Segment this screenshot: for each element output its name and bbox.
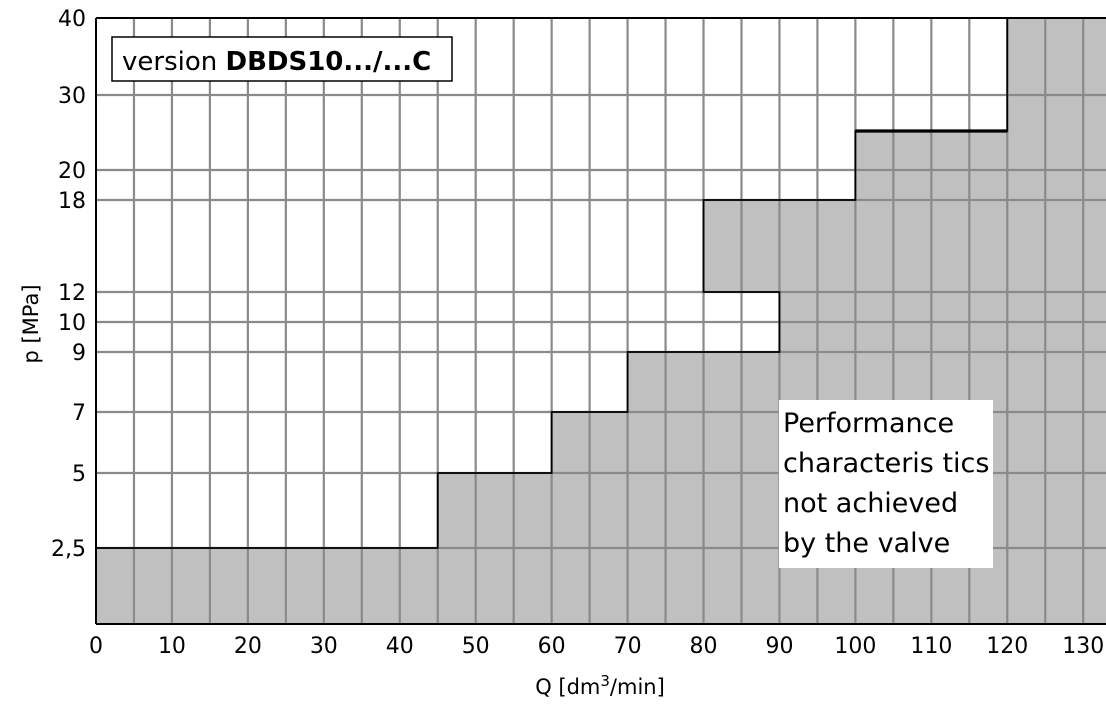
y-tick-label-7: 7 [72,401,86,426]
x-tick-label-20: 20 [234,634,262,659]
y-axis-title: p [MPa] [19,284,43,363]
x-tick-label-70: 70 [614,634,642,659]
plot-frame-layer [95,17,1106,625]
x-tick-labels: 0 10 20 30 40 50 60 70 80 90 100 110 120 130 [89,634,1104,659]
x-tick-label-40: 40 [386,634,414,659]
x-tick-label-80: 80 [690,634,718,659]
x-tick-label-10: 10 [158,634,186,659]
x-axis-title-sup: 3 [600,672,610,690]
x-tick-label-30: 30 [310,634,338,659]
version-label-prefix: version [122,47,226,77]
boundary-layer [96,18,1009,549]
y-tick-label-9: 9 [72,341,86,366]
x-axis-title: Q [dm3/min] [535,672,665,699]
y-tick-label-30: 30 [58,84,86,109]
y-tick-label-12: 12 [58,281,86,306]
note-box [779,400,993,568]
version-label: version DBDS10.../...C [122,47,431,77]
y-tick-label-5: 5 [72,462,86,487]
y-tick-label-10: 10 [58,311,86,336]
x-tick-label-90: 90 [765,634,793,659]
y-tick-label-2-5: 2,5 [51,537,86,562]
version-label-box [111,36,453,82]
y-tick-label-40: 40 [58,7,86,32]
y-tick-label-20: 20 [58,159,86,184]
note-line-4: by the valve [783,528,950,559]
x-tick-label-130: 130 [1062,634,1104,659]
x-tick-label-100: 100 [834,634,876,659]
x-axis-title-suffix: /min] [610,675,665,699]
x-tick-label-110: 110 [910,634,952,659]
x-tick-label-60: 60 [538,634,566,659]
note-line-3: not achieved [783,488,958,519]
version-label-model: DBDS10.../...C [226,47,432,77]
x-axis-title-prefix: Q [dm [535,675,600,699]
boundary-line [96,18,1009,549]
note-line-2: characteris tics [783,448,989,479]
y-tick-labels: 2,5 5 7 9 10 12 18 20 30 40 [51,7,86,562]
y-tick-label-18: 18 [58,189,86,214]
x-tick-label-50: 50 [462,634,490,659]
note-line-1: Performance [783,408,954,439]
x-tick-label-120: 120 [986,634,1028,659]
x-tick-label-0: 0 [89,634,103,659]
